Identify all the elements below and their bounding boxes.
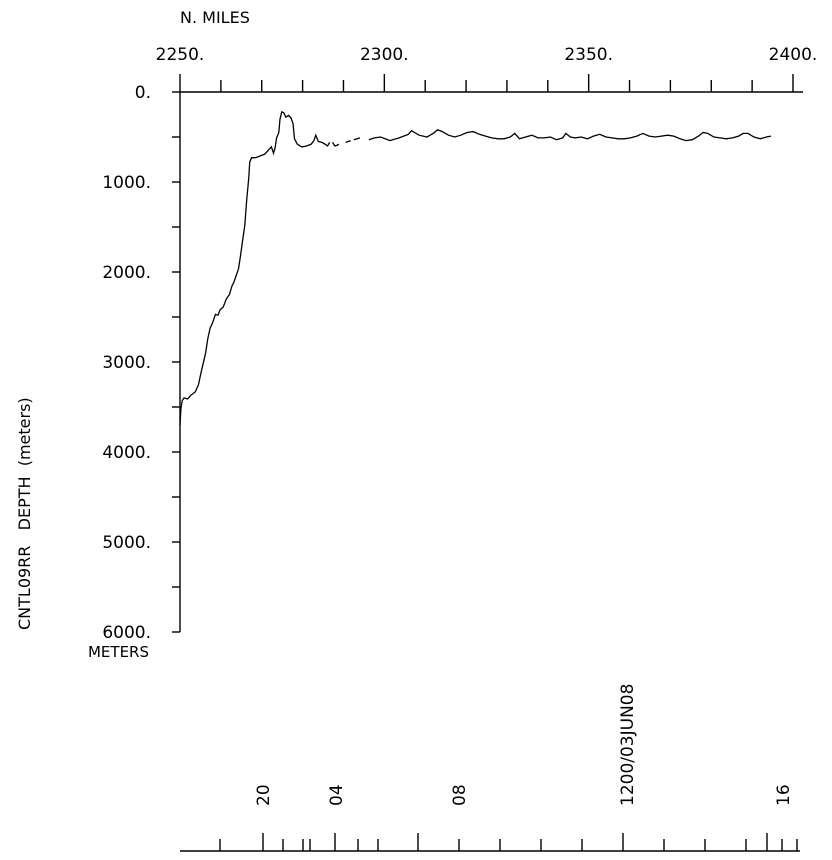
- depth-profile-segment: [345, 139, 351, 144]
- depth-axis-tick-label: 4000.: [102, 443, 151, 463]
- top-axis-tick-label: 2300.: [360, 45, 409, 65]
- time-axis-label: 1200/03JUN08: [618, 684, 638, 806]
- top-axis-title: N. MILES: [180, 8, 250, 27]
- top-axis-tick-label: 2250.: [156, 45, 205, 65]
- depth-axis-tick-label: 1000.: [102, 173, 151, 193]
- depth-profile-segment: [179, 110, 331, 426]
- axis-titles: N. MILES CNTL09RR DEPTH (meters) METERS: [15, 8, 250, 661]
- top-axis-tick-label: 2350.: [564, 45, 613, 65]
- top-distance-axis: 2250. 2300. 2350. 2400.: [156, 45, 818, 93]
- bottom-time-axis: 20 04 08 1200/03JUN08 16: [180, 684, 800, 852]
- depth-axis-tick-label: 2000.: [102, 263, 151, 283]
- depth-axis-tick-label: 3000.: [102, 353, 151, 373]
- time-axis-label: 08: [450, 784, 470, 806]
- depth-axis-title: CNTL09RR DEPTH (meters): [15, 397, 34, 630]
- time-axis-label: 04: [327, 784, 347, 806]
- time-axis-label: 20: [254, 784, 274, 806]
- time-axis-label: 16: [774, 784, 794, 806]
- top-axis-tick-label: 2400.: [769, 45, 818, 65]
- depth-axis-tick-label: 5000.: [102, 533, 151, 553]
- depth-axis-tick-label: 6000.: [102, 623, 151, 643]
- left-depth-axis: 0. 1000. 2000. 3000. 4000. 5000. 6000.: [102, 83, 181, 643]
- depth-profile-series: [179, 110, 772, 426]
- depth-profile-segment: [368, 129, 772, 142]
- depth-profile-segment: [353, 137, 361, 141]
- depth-axis-tick-label: 0.: [135, 83, 151, 103]
- depth-unit-label: METERS: [88, 643, 149, 661]
- depth-profile-segment: [331, 142, 340, 147]
